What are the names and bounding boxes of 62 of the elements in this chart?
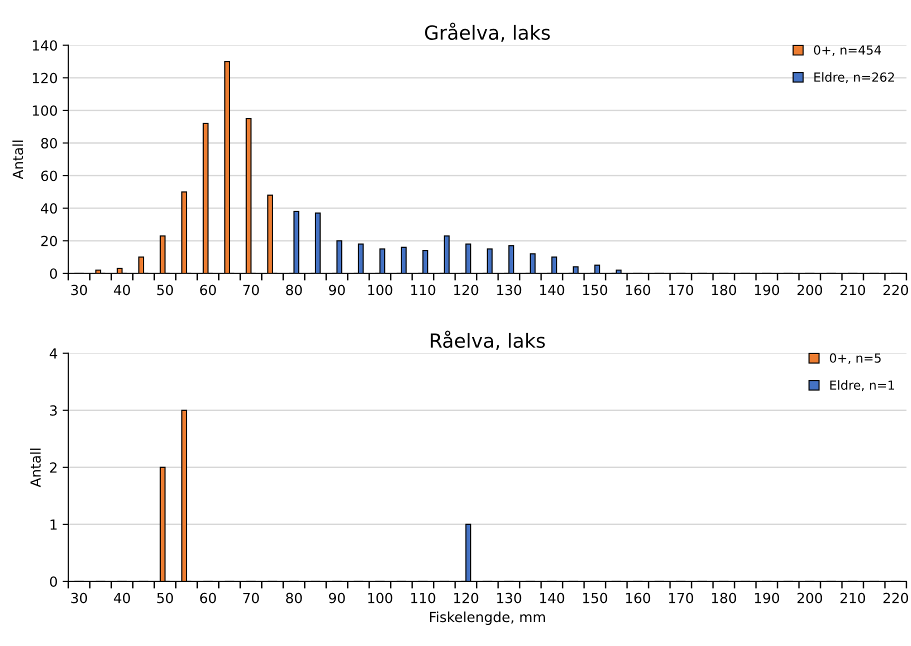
x-tick-label: 170 — [669, 592, 694, 604]
x-tick-label: 120 — [454, 284, 478, 296]
x-tick-label: 30 — [71, 592, 87, 604]
y-tick-label: 1 — [50, 520, 57, 530]
x-tick-label: 80 — [286, 592, 302, 604]
x-tick-label: 70 — [243, 592, 259, 604]
x-tick-label: 100 — [368, 592, 392, 604]
y-tick-label: 140 — [32, 40, 57, 51]
x-tick-label: 90 — [328, 284, 345, 296]
chart-title: Råelva, laks — [430, 330, 545, 350]
x-tick-label: 200 — [798, 592, 822, 604]
x-tick-label: 80 — [286, 284, 302, 296]
y-tick-label: 20 — [41, 236, 57, 246]
y-tick-label: 60 — [41, 170, 57, 182]
x-tick-label: 110 — [411, 592, 436, 604]
x-tick-label: 40 — [114, 284, 130, 296]
x-tick-label: 190 — [755, 592, 780, 604]
y-tick-label: 40 — [40, 203, 57, 214]
y-tick-label: 120 — [32, 72, 57, 84]
y-tick-label: 100 — [32, 105, 57, 116]
x-axis-title: Fiskelengde, mm — [430, 612, 545, 625]
y-tick-label: 80 — [41, 138, 57, 148]
x-tick-label: 210 — [840, 284, 866, 296]
y-axis-title: Antall — [30, 448, 41, 488]
y-tick-label: 2 — [50, 462, 57, 473]
x-tick-label: 50 — [157, 592, 173, 604]
x-tick-label: 50 — [157, 284, 173, 296]
x-tick-label: 70 — [243, 284, 259, 296]
x-tick-label: 140 — [540, 592, 564, 604]
x-tick-label: 170 — [669, 284, 694, 296]
chart-title: Gråelva, laks — [425, 22, 550, 42]
x-tick-label: 60 — [200, 284, 216, 296]
x-tick-label: 180 — [712, 284, 736, 296]
x-tick-label: 200 — [798, 284, 822, 296]
x-tick-label: 160 — [626, 284, 650, 296]
x-tick-label: 30 — [71, 284, 87, 296]
x-tick-label: 100 — [368, 284, 392, 296]
x-tick-label: 180 — [712, 592, 736, 604]
x-tick-label: 220 — [883, 592, 908, 604]
x-tick-label: 220 — [883, 284, 908, 296]
x-tick-label: 130 — [497, 592, 522, 604]
x-tick-label: 130 — [497, 284, 522, 296]
x-tick-label: 60 — [200, 592, 216, 604]
x-tick-label: 40 — [114, 592, 130, 604]
y-tick-label: 0 — [50, 268, 57, 279]
x-tick-label: 190 — [755, 284, 780, 296]
y-axis-title: Antall — [12, 140, 24, 180]
y-tick-label: 3 — [50, 405, 57, 416]
x-tick-label: 160 — [626, 592, 650, 604]
x-tick-label: 150 — [583, 592, 608, 604]
y-tick-label: 4 — [50, 348, 58, 359]
x-tick-label: 110 — [411, 284, 436, 296]
legend-label: 0+, n=454 — [814, 45, 882, 56]
legend-label: Eldre, n=262 — [814, 72, 894, 84]
y-tick-label: 0 — [50, 576, 57, 587]
x-tick-label: 90 — [328, 592, 345, 604]
x-tick-label: 210 — [840, 592, 866, 604]
legend-label: 0+, n=5 — [830, 353, 881, 364]
legend-label: Eldre, n=1 — [830, 380, 894, 392]
x-tick-label: 120 — [454, 592, 478, 604]
x-tick-label: 150 — [583, 284, 608, 296]
x-tick-label: 140 — [540, 284, 564, 296]
